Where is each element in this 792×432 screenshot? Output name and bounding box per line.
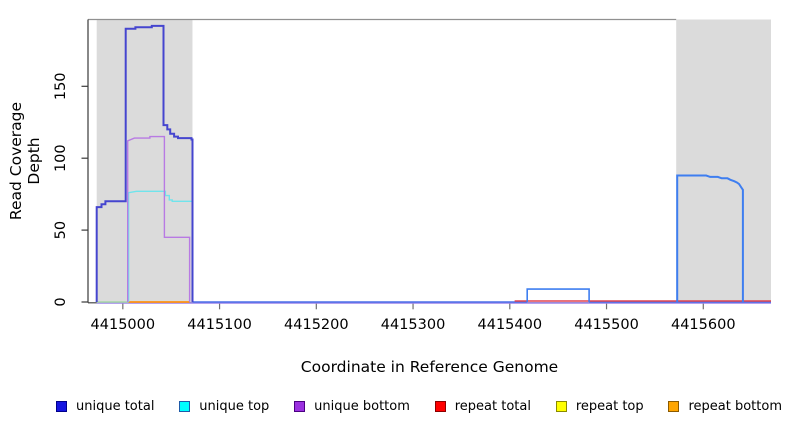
y-tick-label: 0: [53, 297, 69, 306]
y-tick-label: 50: [53, 221, 69, 239]
y-axis-ticks: 0 50 100 150: [53, 72, 88, 307]
legend-label: repeat bottom: [688, 399, 782, 414]
repeat-region-left: [96, 19, 193, 303]
legend-label: unique bottom: [314, 399, 410, 414]
repeat-region-right: [676, 19, 771, 303]
x-axis-ticks: 4415000 4415100 4415200 4415300 4415400 44155…: [91, 302, 736, 333]
legend-label: repeat top: [575, 399, 644, 414]
x-tick-label: 4415200: [284, 317, 349, 333]
legend-item-unique-top: unique top: [179, 399, 269, 414]
legend-label: repeat total: [454, 399, 531, 414]
legend-item-unique-total: unique total: [56, 399, 154, 414]
x-tick-label: 4415000: [91, 317, 156, 333]
legend-item-repeat-total: repeat total: [434, 399, 531, 414]
unique-bottom-swatch-icon: [294, 401, 306, 412]
repeat-region-shading: [96, 19, 771, 303]
y-axis-title: Read Coverage Depth: [7, 101, 43, 221]
series-unique-total-right-block: [676, 174, 744, 302]
series-unique-total-mid-bump: [526, 288, 590, 302]
x-tick-label: 4415500: [574, 317, 639, 333]
repeat-top-swatch-icon: [555, 401, 567, 412]
series-unique-total-left-peak: [95, 24, 194, 302]
coverage-lines: [95, 24, 771, 304]
x-tick-label: 4415100: [187, 317, 252, 333]
legend: unique total unique top unique bottom re…: [0, 399, 792, 414]
y-tick-label: 100: [53, 144, 69, 172]
x-axis-title: Coordinate in Reference Genome: [300, 358, 559, 376]
x-tick-label: 4415300: [381, 317, 446, 333]
repeat-bottom-swatch-icon: [668, 401, 680, 412]
repeat-total-swatch-icon: [434, 401, 446, 412]
x-tick-label: 4415400: [478, 317, 543, 333]
x-tick-label: 4415600: [671, 317, 736, 333]
unique-top-swatch-icon: [179, 401, 191, 412]
legend-item-repeat-top: repeat top: [555, 399, 644, 414]
y-tick-label: 150: [53, 72, 69, 100]
legend-label: unique top: [199, 399, 270, 414]
legend-item-repeat-bottom: repeat bottom: [668, 399, 782, 414]
unique-total-swatch-icon: [56, 401, 67, 412]
legend-label: unique total: [76, 399, 155, 414]
legend-item-unique-bottom: unique bottom: [294, 399, 410, 414]
series-unique-bottom-left-peak: [127, 135, 191, 302]
series-unique-top-left-peak: [127, 190, 194, 302]
coverage-plot: 4415000 4415100 4415200 4415300 4415400 44155…: [53, 18, 771, 333]
